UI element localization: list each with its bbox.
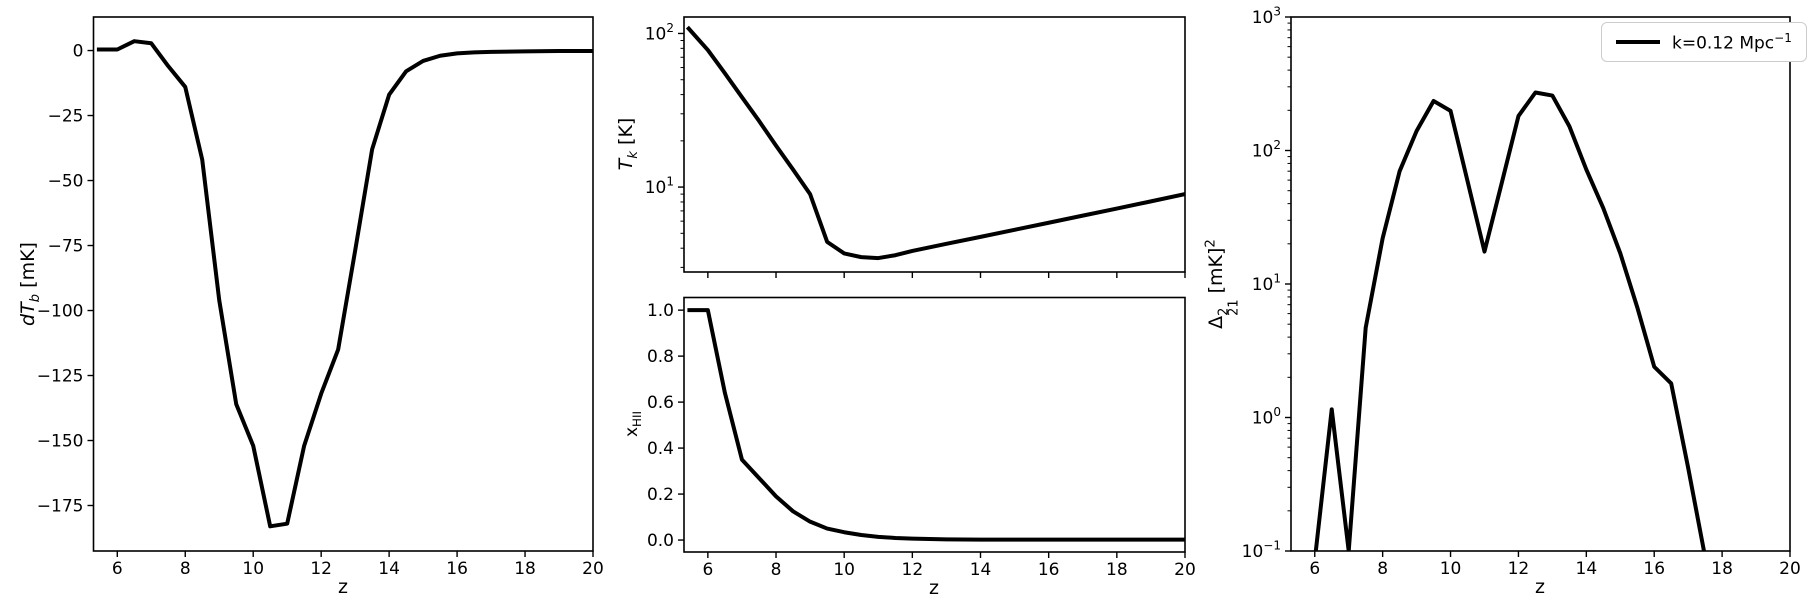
global_signal-axes-frame [92,16,594,552]
svg-text:18: 18 [1106,560,1128,580]
svg-text:20: 20 [1174,560,1196,580]
svg-text:0.0: 0.0 [647,531,674,551]
svg-text:16: 16 [446,559,468,579]
svg-text:0.8: 0.8 [647,347,674,367]
kinetic_temperature-axes-frame [683,16,1186,273]
svg-text:1.0: 1.0 [647,301,674,321]
ionized_fraction-axes-frame [683,296,1186,553]
tk-label-unit: [K] [615,117,638,152]
svg-text:10−1: 10−1 [1242,539,1281,563]
svg-text:−50: −50 [48,172,84,192]
y-axis-label-dtb: dTb [mK] [17,242,43,326]
svg-text:14: 14 [378,559,400,579]
kinetic_temperature-curve [685,25,1185,261]
power_spectrum-curve [1313,90,1707,551]
ionized_fraction-curve [687,308,1185,542]
power_spectrum-axes-frame [1290,16,1791,552]
svg-text:100: 100 [1252,405,1281,429]
ps-label-unit-sup: 2 [1203,239,1219,248]
svg-text:20: 20 [1779,559,1801,579]
global_signal-curve [96,39,593,529]
svg-text:6: 6 [1309,559,1320,579]
y-axis-label-tk: Tk [K] [615,118,641,171]
kinetic_temperature-panel: 102 101 [645,16,1186,278]
ionized_fraction-panel: 6 8 10 12 14 16 18 20 1.0 0.8 0.6 0.4 0.2 0.0 [647,296,1196,580]
svg-text:10: 10 [242,559,264,579]
svg-text:0: 0 [73,42,84,62]
dtb-label-unit: [mK] [17,242,40,294]
ps-label-sub: 21 [1227,299,1243,316]
global_signal-tick-labels: 6 8 10 12 14 16 18 20 0 −25 −50 −75 −100 −125 −150 −175 [37,42,604,579]
svg-text:10: 10 [1440,559,1462,579]
tk-label-sub: k [625,151,641,159]
global_signal-ticks [87,49,594,557]
ps-label-delta: Δ [1204,315,1227,329]
dtb-label-sub: b [27,293,43,303]
svg-text:18: 18 [1711,559,1733,579]
svg-text:12: 12 [1508,559,1530,579]
svg-text:12: 12 [902,560,924,580]
svg-text:−125: −125 [37,367,84,387]
global_signal-panel: 6 8 10 12 14 16 18 20 0 −25 −50 −75 −100 −125 −150 −175 [37,16,604,579]
y-axis-label-xhii: xHII [622,411,644,437]
x-axis-label-ps: z [1535,576,1545,598]
power_spectrum-tick-labels: 6 8 10 12 14 16 18 20 103 102 101 100 10−1 [1242,5,1801,580]
xhii-label-sub: HII [630,410,645,427]
legend-label: k=0.12 Mpc−1 [1672,30,1792,54]
svg-text:101: 101 [645,175,674,199]
svg-text:6: 6 [702,560,713,580]
svg-text:6: 6 [112,559,123,579]
svg-text:18: 18 [514,559,536,579]
svg-text:102: 102 [1252,138,1281,162]
tk-label-var: T [615,158,638,171]
ionized_fraction-tick-labels: 6 8 10 12 14 16 18 20 1.0 0.8 0.6 0.4 0.2 0.0 [647,301,1196,580]
svg-text:16: 16 [1038,560,1060,580]
svg-text:−100: −100 [37,302,84,322]
svg-text:−175: −175 [37,497,84,517]
legend-box: k=0.12 Mpc−1 [1601,22,1807,62]
svg-text:10: 10 [833,560,855,580]
svg-text:20: 20 [582,559,604,579]
x-axis-label-dtb: z [338,576,348,598]
svg-text:101: 101 [1252,272,1281,296]
xhii-label-var: x [621,426,642,438]
y-axis-label-ps: Δ 2 21 [mK]2 [1203,239,1243,329]
svg-text:16: 16 [1643,559,1665,579]
ps-label-unit: [mK] [1204,247,1227,300]
svg-text:103: 103 [1252,5,1281,29]
svg-text:0.2: 0.2 [647,485,674,505]
svg-text:12: 12 [310,559,332,579]
svg-text:−75: −75 [48,237,84,257]
svg-text:14: 14 [1576,559,1598,579]
svg-text:14: 14 [970,560,992,580]
svg-text:−25: −25 [48,107,84,127]
kinetic_temperature-ticks [678,32,1186,278]
dtb-label-var: dT [17,302,40,326]
power_spectrum-panel: 6 8 10 12 14 16 18 20 103 102 101 100 10−1 [1242,5,1801,580]
kinetic_temperature-tick-labels: 102 101 [645,21,674,198]
x-axis-label-xhii: z [929,577,939,599]
legend-line-sample [1616,40,1660,44]
svg-text:−150: −150 [37,432,84,452]
svg-text:8: 8 [180,559,191,579]
svg-text:0.6: 0.6 [647,393,674,413]
svg-text:8: 8 [1377,559,1388,579]
svg-text:0.4: 0.4 [647,439,674,459]
svg-text:102: 102 [645,21,674,45]
power_spectrum-ticks [1285,16,1791,557]
ionized_fraction-ticks [678,309,1186,558]
svg-text:8: 8 [771,560,782,580]
